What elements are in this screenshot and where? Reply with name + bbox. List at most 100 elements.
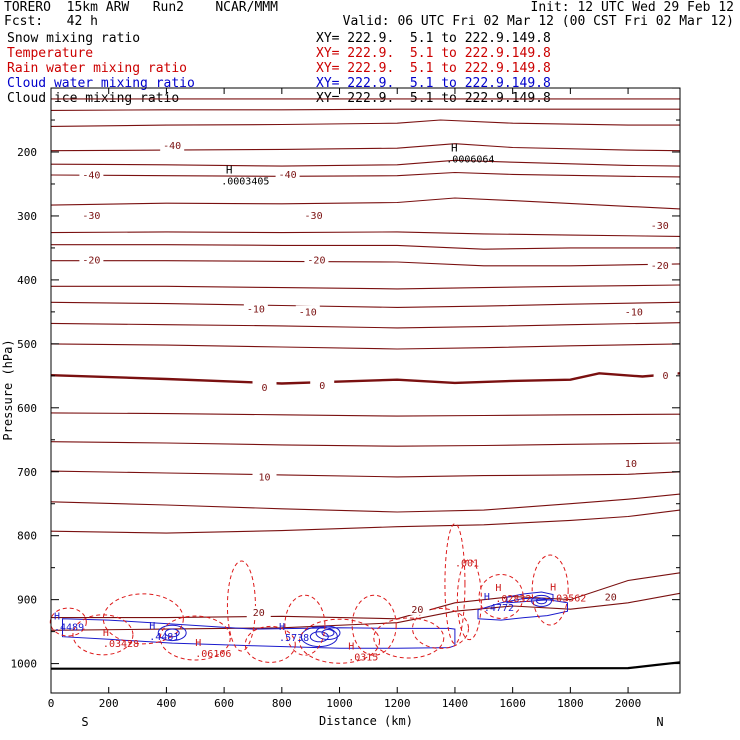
rain-water-h-4: H (495, 583, 501, 594)
max-marker-value-1: .0006064 (446, 155, 494, 166)
temperature-contour-2 (50, 119, 680, 127)
temperature-label-bg-1 (160, 139, 185, 152)
temperature-label-bg-10 (295, 305, 320, 318)
cloud-water-label-1: .4481 (149, 632, 179, 643)
x-tick-label-3: 600 (214, 697, 234, 710)
temperature-label-bg-4 (301, 208, 326, 221)
cloud-water-core-3 (531, 594, 553, 607)
rain-water-contour-14 (412, 607, 470, 649)
legend-label-temperature: Temperature (7, 46, 94, 61)
cloud-water-core-2 (315, 625, 341, 641)
cloud-water-h-1: H (149, 621, 155, 632)
temperature-label-bg-0 (79, 168, 104, 181)
temperature-label-16: 10 (625, 459, 637, 470)
y-tick-label-6: 800 (17, 530, 37, 543)
rain-water-label-0: .03428 (103, 639, 139, 650)
y-tick-label-8: 1000 (11, 658, 38, 671)
rain-water-contour-11 (456, 559, 482, 641)
rain-water-contours (49, 523, 569, 664)
rain-water-contour-9 (373, 617, 445, 659)
plot-frame (50, 87, 681, 694)
max-marker-h-0: H (226, 163, 233, 176)
temperature-label-bg-6 (79, 253, 104, 266)
temperature-label-bg-8 (647, 258, 672, 271)
temperature-label-7: -20 (307, 256, 325, 267)
temperature-label-bg-16 (618, 457, 643, 470)
temperature-label-19: 20 (605, 593, 617, 604)
cloud-water-contour-1 (477, 597, 568, 621)
contour-labels: -40 -40 -40 -30 -30 -30 -20 -20 -20 -10 -10 -10 0 0 0 1… (54, 139, 678, 663)
endpoint-north: N (656, 715, 663, 729)
temperature-label-bg-11 (621, 305, 646, 318)
legend-xy-temperature: XY= 222.9. 5.1 to 222.9.149.8 (316, 46, 551, 61)
x-tick-label-2: 400 (156, 697, 176, 710)
model-title: TORERO 15km ARW Run2 NCAR/MMM (4, 0, 278, 15)
temperature-label-1: -40 (163, 141, 181, 152)
y-axis-label: Pressure (hPa) (1, 339, 15, 440)
cloud-water-core-inner-0 (164, 628, 180, 638)
cloud-water-core-inner-3 (536, 597, 548, 605)
rain-water-contour-1 (72, 614, 134, 656)
temperature-contour-18 (50, 493, 681, 513)
forecast-hour: Fcst: 42 h (4, 14, 98, 29)
temperature-label-bg-17 (246, 606, 271, 619)
temperature-label-5: -30 (651, 221, 669, 232)
temperature-label-8: -20 (651, 261, 669, 272)
legend-xy-snow: XY= 222.9. 5.1 to 222.9.149.8 (316, 31, 551, 46)
rain-water-contour-0 (49, 607, 87, 637)
y-tick-label-7: 900 (17, 594, 37, 607)
x-tick-label-6: 1200 (384, 697, 411, 710)
x-tick-label-5: 1000 (326, 697, 353, 710)
legend-xy-rain: XY= 222.9. 5.1 to 222.9.149.8 (316, 61, 551, 76)
temperature-label-bg-18 (405, 602, 430, 615)
cloud-water-label-0: .4489 (54, 622, 84, 633)
axes: 0 200 400 600 800 1000 1200 1400 1600 1800 2000200… (11, 87, 680, 710)
temperature-label-3: -30 (82, 211, 100, 222)
temperature-contour-12 (50, 322, 681, 329)
temperature-label-bg-19 (598, 590, 623, 603)
temperature-label-9: -10 (247, 304, 265, 315)
x-tick-label-1: 200 (99, 697, 119, 710)
legend-label-snow: Snow mixing ratio (7, 31, 141, 46)
rain-water-contour-3 (159, 615, 231, 661)
temperature-contour-8 (51, 244, 680, 250)
temperature-label-10: -10 (299, 308, 317, 319)
x-axis-label: Distance (km) (319, 714, 413, 728)
temperature-contour-1 (50, 108, 680, 111)
x-tick-label-4: 800 (272, 697, 292, 710)
rain-water-contour-5 (244, 625, 296, 663)
temperature-contour-14 (50, 372, 681, 385)
y-tick-label-0: 200 (17, 146, 37, 159)
temperature-contour-10 (51, 284, 681, 290)
temperature-label-bg-12 (252, 380, 277, 393)
temperature-label-17: 20 (253, 608, 265, 619)
temperature-label-0: -40 (82, 171, 100, 182)
cloud-water-label-3: .4772 (484, 603, 514, 614)
temperature-contour-16 (50, 441, 681, 447)
rain-water-label-3: .001 (455, 558, 479, 569)
x-tick-label-10: 2000 (615, 697, 642, 710)
legend-label-rain: Rain water mixing ratio (7, 61, 188, 76)
cloud-water-h-3: H (484, 592, 490, 603)
temperature-label-bg-15 (252, 470, 277, 483)
legend-label-cloud-water: Cloud water mixing ratio (7, 76, 195, 91)
temperature-label-bg-13 (310, 379, 335, 392)
temperature-contour-11 (50, 301, 681, 308)
temperature-label-12: 0 (261, 383, 267, 394)
temperature-label-4: -30 (305, 211, 323, 222)
y-tick-label-5: 700 (17, 466, 37, 479)
rain-water-h-2: H (348, 641, 354, 652)
temperature-contour-19 (50, 509, 681, 534)
y-tick-label-4: 600 (17, 402, 37, 415)
rain-water-contour-7 (299, 618, 381, 664)
rain-water-contour-4 (226, 560, 256, 652)
temperature-label-bg-7 (304, 253, 329, 266)
temperature-contour-15 (50, 412, 681, 417)
temperature-label-bg-14 (653, 368, 678, 381)
temperature-contour-13 (50, 343, 681, 350)
temperature-contours (50, 98, 681, 670)
rain-water-label-1: .06106 (195, 649, 231, 660)
temperature-contour-7 (50, 231, 681, 237)
rain-water-label-2: .0315 (348, 652, 378, 663)
